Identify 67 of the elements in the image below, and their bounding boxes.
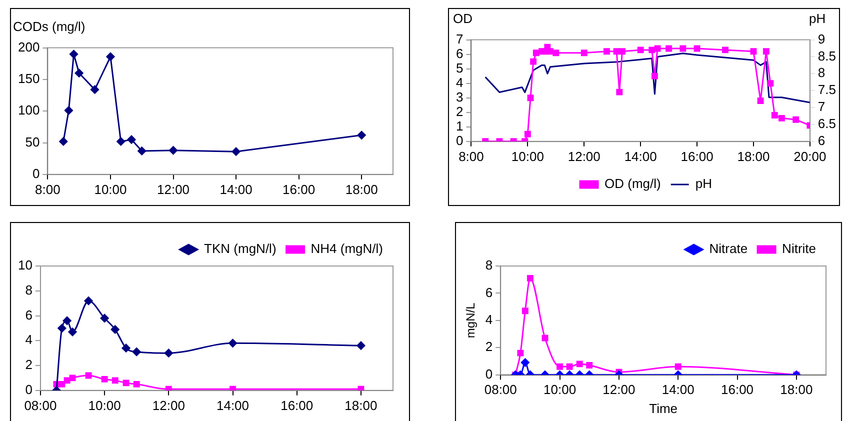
y2-tick-label: 9 bbox=[818, 31, 826, 46]
x-tick-label: 08:00 bbox=[24, 398, 57, 413]
y-tick-label: 2 bbox=[25, 357, 32, 372]
y2-tick-label: 8.5 bbox=[818, 48, 836, 64]
x-tick-label: 18:00 bbox=[780, 382, 813, 398]
x-tick-label: 08:00 bbox=[484, 382, 517, 398]
x-tick-label: 16:00 bbox=[282, 182, 316, 197]
y-tick-label: 8 bbox=[485, 258, 493, 273]
y-tick-label: 6 bbox=[485, 284, 493, 300]
x-tick-label: 10:00 bbox=[544, 382, 576, 398]
x-tick-label: 8:00 bbox=[35, 182, 60, 197]
legend-label: pH bbox=[695, 176, 712, 192]
y-tick-label: 5 bbox=[456, 60, 464, 76]
y-axis-title: OD bbox=[453, 11, 472, 26]
legend-label: TKN (mgN/l) bbox=[204, 241, 276, 256]
y-tick-label: 1 bbox=[456, 118, 464, 134]
y-tick-label: 6 bbox=[25, 307, 32, 322]
y-axis-title: CODs (mg/l) bbox=[13, 19, 86, 34]
x-tick-label: 10:00 bbox=[511, 148, 544, 164]
y-tick-label: 0 bbox=[32, 166, 40, 181]
y-tick-label: 2 bbox=[456, 104, 464, 119]
y-tick-label: 0 bbox=[485, 366, 493, 382]
y2-tick-label: 6.5 bbox=[818, 116, 836, 132]
y2-tick-label: 6 bbox=[818, 132, 826, 148]
y-tick-label: 10 bbox=[18, 258, 32, 273]
x-tick-label: 18:00 bbox=[737, 148, 770, 164]
x-tick-label: 12:00 bbox=[602, 382, 636, 398]
y-tick-label: 0 bbox=[25, 382, 32, 397]
x-tick-label: 12:00 bbox=[152, 398, 185, 413]
y-tick-label: 3 bbox=[456, 89, 464, 104]
x-tick-label: 14:00 bbox=[220, 182, 252, 197]
x-tick-label: 14:00 bbox=[624, 148, 657, 164]
x-tick-label: 12:00 bbox=[568, 148, 600, 164]
y2-tick-label: 8 bbox=[818, 65, 826, 80]
x-tick-label: 18:00 bbox=[345, 182, 378, 197]
y-tick-label: 150 bbox=[18, 71, 40, 86]
y-axis-title: mgN/L bbox=[464, 302, 478, 338]
y-tick-label: 4 bbox=[456, 74, 464, 90]
x-tick-label: 16:00 bbox=[280, 398, 314, 413]
legend-label: OD (mg/l) bbox=[604, 176, 661, 192]
x-tick-label: 10:00 bbox=[88, 398, 121, 413]
y-tick-label: 4 bbox=[25, 332, 32, 348]
x-axis-title: Time bbox=[649, 400, 678, 416]
legend-label: Nitrite bbox=[782, 241, 816, 256]
y-tick-label: 6 bbox=[456, 46, 464, 61]
y-tick-label: 200 bbox=[18, 39, 40, 54]
x-tick-label: 14:00 bbox=[662, 382, 694, 398]
x-tick-label: 12:00 bbox=[156, 182, 190, 197]
legend-label: NH4 (mgN/l) bbox=[310, 241, 384, 256]
y2-tick-label: 7.5 bbox=[818, 82, 836, 98]
x-tick-label: 16:00 bbox=[720, 382, 754, 398]
x-tick-label: 18:00 bbox=[344, 398, 378, 413]
x-tick-label: 14:00 bbox=[216, 398, 250, 413]
y-tick-label: 0 bbox=[456, 132, 464, 148]
y-tick-label: 50 bbox=[25, 134, 40, 150]
y-tick-label: 8 bbox=[25, 282, 32, 298]
y-tick-label: 7 bbox=[456, 31, 464, 46]
x-tick-label: 8:00 bbox=[458, 148, 484, 164]
y2-tick-label: 7 bbox=[818, 99, 826, 114]
x-tick-label: 10:00 bbox=[94, 182, 127, 197]
y-tick-label: 2 bbox=[485, 339, 493, 354]
legend-label: Nitrate bbox=[709, 241, 748, 256]
y-tick-label: 100 bbox=[18, 102, 40, 118]
y-tick-label: 4 bbox=[485, 312, 493, 327]
x-tick-label: 16:00 bbox=[680, 148, 714, 164]
x-tick-label: 20:00 bbox=[794, 148, 826, 164]
y2-axis-title: pH bbox=[809, 11, 826, 26]
